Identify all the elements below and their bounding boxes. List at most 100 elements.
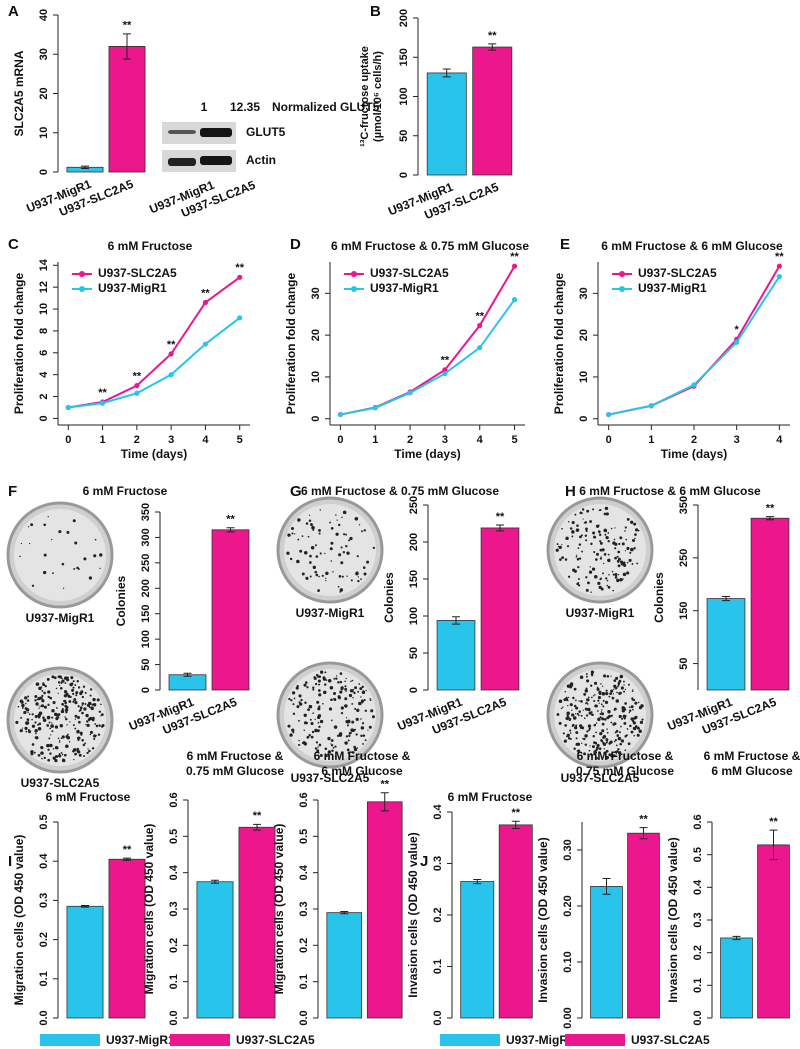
colony	[306, 736, 309, 739]
colony	[316, 749, 320, 752]
colony	[624, 749, 627, 752]
colony	[354, 686, 358, 690]
colony	[81, 738, 84, 742]
bar	[238, 826, 276, 1019]
colony	[43, 756, 46, 759]
x-axis-label: Time (days)	[121, 447, 187, 461]
colony	[371, 715, 375, 719]
colony	[584, 521, 588, 524]
colony	[61, 562, 65, 566]
colony	[623, 721, 627, 725]
bar	[750, 517, 790, 691]
chart-title: 6 mM Fructose &	[187, 749, 284, 763]
colony	[46, 715, 51, 720]
colony	[84, 691, 87, 694]
colony	[344, 704, 348, 708]
colony	[614, 556, 617, 560]
panel-letter: I	[8, 853, 12, 870]
colony	[344, 687, 348, 691]
colony	[317, 707, 321, 711]
colony	[312, 565, 316, 570]
colony	[57, 681, 61, 684]
colony	[27, 526, 30, 528]
significance-label: **	[511, 807, 520, 819]
colony	[562, 706, 564, 708]
colony	[57, 737, 60, 740]
colony	[65, 705, 69, 709]
colony	[30, 750, 34, 754]
colony	[99, 567, 101, 570]
colony	[300, 698, 303, 702]
y-tick-label: 50	[398, 130, 410, 142]
colony	[43, 691, 46, 695]
panel-letter: H	[565, 483, 576, 500]
y-tick-label: 200	[398, 9, 410, 27]
legend-label: U937-MigR1	[106, 1033, 175, 1047]
colony	[604, 533, 607, 536]
colony	[312, 686, 315, 689]
colony	[623, 690, 626, 693]
colony	[578, 557, 582, 560]
colony	[330, 527, 334, 530]
colony	[35, 732, 37, 735]
error-bar	[226, 527, 235, 533]
bar	[757, 844, 790, 1019]
bar	[426, 72, 467, 176]
colony	[369, 698, 371, 700]
colony	[314, 682, 318, 686]
y-tick-label: 8	[38, 328, 50, 334]
x-tick-label: 4	[477, 434, 484, 446]
colony	[606, 674, 610, 678]
colony	[347, 752, 350, 754]
y-tick-label: 0.0	[168, 1010, 180, 1025]
colony	[58, 741, 61, 743]
colony	[613, 707, 617, 711]
colony	[587, 581, 590, 585]
colony	[314, 570, 318, 574]
y-tick-label: 350	[140, 503, 152, 521]
colony	[634, 701, 638, 705]
colony	[636, 726, 640, 730]
colony	[37, 696, 41, 701]
colony	[585, 687, 588, 690]
colony	[603, 674, 607, 678]
colony	[634, 533, 637, 536]
colony	[318, 743, 322, 747]
colony	[49, 727, 52, 730]
y-tick-label: 100	[408, 607, 420, 625]
colony	[342, 510, 347, 515]
colony	[585, 576, 588, 579]
colony	[591, 745, 595, 749]
legend-label: U937-SLC2A5	[98, 266, 177, 280]
colony	[318, 725, 321, 729]
colony	[40, 697, 43, 700]
colony	[25, 730, 28, 733]
colony	[47, 748, 50, 751]
colony	[593, 550, 596, 554]
bar	[108, 858, 146, 1019]
bar	[472, 46, 513, 176]
y-tick-label: 0.2	[432, 907, 444, 922]
colony	[100, 703, 102, 706]
colony	[614, 547, 617, 550]
colony	[618, 542, 621, 546]
colony	[602, 705, 605, 708]
colony	[592, 508, 595, 511]
colony	[617, 557, 621, 561]
colony	[612, 589, 614, 592]
colony	[308, 734, 311, 737]
y-tick-label: 4	[38, 371, 50, 378]
colony	[622, 578, 624, 580]
colony	[598, 692, 602, 696]
colony	[286, 551, 290, 555]
colony	[611, 754, 615, 758]
colony	[310, 722, 314, 726]
colony	[324, 552, 326, 555]
colony	[574, 699, 577, 702]
colony	[24, 727, 28, 730]
colony	[289, 557, 293, 561]
colony	[606, 728, 608, 730]
y-tick-label: 0	[578, 416, 590, 422]
colony	[576, 557, 580, 561]
colony	[588, 570, 593, 574]
